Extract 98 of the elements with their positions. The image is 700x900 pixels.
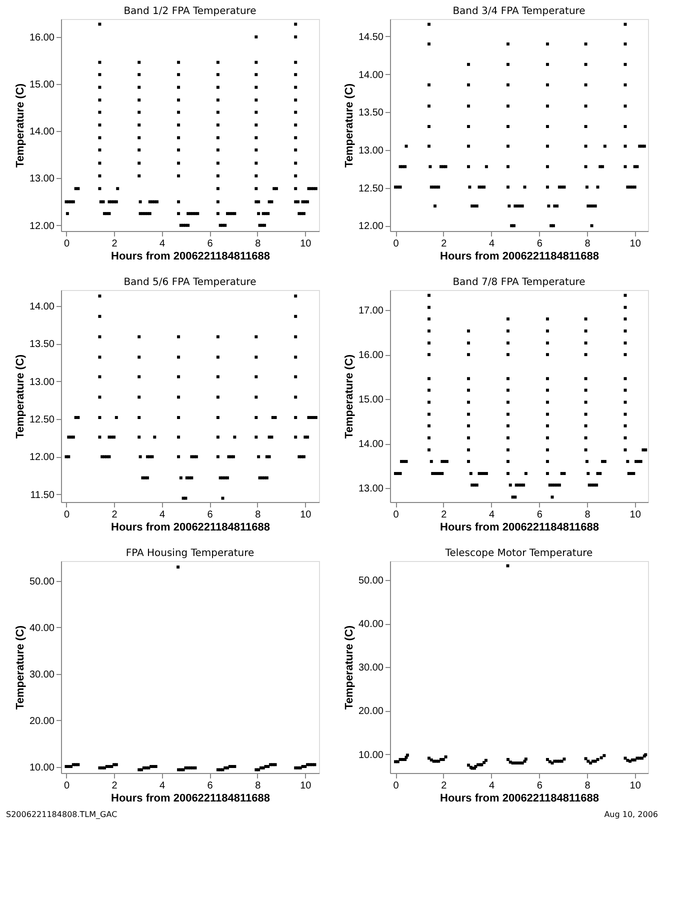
x-tick-label: 0 xyxy=(64,238,70,250)
x-tick-label: 0 xyxy=(393,510,400,520)
y-tick-label: 13.00 xyxy=(29,174,55,185)
x-axis-title: Hours from 2006221184811688 xyxy=(440,250,600,262)
x-tick-label: 10 xyxy=(300,780,312,792)
point xyxy=(233,764,236,768)
x-tick-label: 2 xyxy=(441,780,448,792)
y-tick-label: 13.50 xyxy=(358,108,384,119)
point xyxy=(194,766,197,770)
y-tick-label: 14.00 xyxy=(358,439,384,450)
y-tick-label: 12.50 xyxy=(29,414,55,426)
y-tick-label: 14.50 xyxy=(358,32,384,43)
y-tick-label: 16.00 xyxy=(29,32,55,44)
x-tick-label: 0 xyxy=(64,510,70,520)
x-tick-label: 4 xyxy=(488,780,495,792)
y-tick-label: 16.00 xyxy=(358,350,384,362)
y-tick-label: 20.00 xyxy=(358,706,384,718)
x-tick-label: 0 xyxy=(393,238,400,250)
y-tick-label: 12.00 xyxy=(358,221,384,232)
y-tick-label: 10.00 xyxy=(29,762,55,774)
x-tick-label: 2 xyxy=(112,510,118,520)
text: Aug 10, 2006 xyxy=(604,810,658,819)
x-tick-label: 10 xyxy=(300,238,312,250)
x-tick-label: 8 xyxy=(584,780,591,792)
x-tick-label: 10 xyxy=(630,780,642,792)
point xyxy=(154,764,158,768)
x-tick-label: 8 xyxy=(584,510,591,520)
point xyxy=(147,766,150,770)
y-axis-title: Temperature (C) xyxy=(343,354,356,439)
y-axis-title: Temperature (C) xyxy=(14,625,26,710)
chart-title: Band 5/6 FPA Temperature xyxy=(124,277,256,288)
y-tick-label: 14.00 xyxy=(29,126,55,138)
y-axis-title: Temperature (C) xyxy=(343,625,356,710)
x-tick-label: 4 xyxy=(160,510,166,520)
x-tick-label: 6 xyxy=(207,510,214,520)
point xyxy=(313,763,316,766)
y-tick-label: 12.00 xyxy=(29,220,55,232)
y-tick-label: 40.00 xyxy=(358,619,384,630)
x-tick-label: 10 xyxy=(630,510,642,520)
y-axis-title: Temperature (C) xyxy=(343,83,356,168)
y-axis-title: Temperature (C) xyxy=(14,354,26,439)
x-axis-title: Hours from 2006221184811688 xyxy=(110,250,270,262)
y-tick-label: 17.00 xyxy=(358,306,384,317)
point xyxy=(76,763,80,766)
x-tick-label: 6 xyxy=(536,510,543,520)
y-tick-label: 11.50 xyxy=(30,490,55,501)
x-tick-label: 6 xyxy=(207,238,214,250)
point xyxy=(221,768,224,772)
point xyxy=(298,766,302,770)
y-tick-label: 30.00 xyxy=(29,669,55,680)
y-tick-label: 15.00 xyxy=(29,80,55,91)
chart-title: Band 1/2 FPA Temperature xyxy=(124,6,256,17)
x-tick-label: 10 xyxy=(300,510,312,520)
x-tick-label: 8 xyxy=(255,238,262,250)
x-tick-label: 6 xyxy=(207,780,214,792)
x-tick-label: 4 xyxy=(160,780,166,792)
x-tick-label: 6 xyxy=(536,238,543,250)
chart-title: Band 7/8 FPA Temperature xyxy=(452,277,586,288)
y-tick-label: 14.00 xyxy=(29,301,55,312)
y-tick-label: 40.00 xyxy=(29,622,55,634)
y-tick-label: 13.00 xyxy=(358,484,384,495)
x-axis-title: Hours from 2006221184811688 xyxy=(110,792,270,804)
x-tick-label: 2 xyxy=(441,238,448,250)
point xyxy=(176,566,180,569)
y-tick-label: 12.50 xyxy=(358,183,384,194)
y-tick-label: 10.00 xyxy=(358,750,384,761)
y-tick-label: 15.00 xyxy=(358,394,384,406)
y-tick-label: 12.00 xyxy=(29,452,55,464)
y-tick-label: 50.00 xyxy=(358,576,384,587)
x-tick-label: 2 xyxy=(441,510,448,520)
y-tick-label: 20.00 xyxy=(29,716,55,727)
x-tick-label: 2 xyxy=(112,238,118,250)
x-axis-title: Hours from 2006221184811688 xyxy=(440,522,600,534)
text: S2006221184808.TLM_GAC xyxy=(6,810,118,819)
y-axis-title: Temperature (C) xyxy=(14,83,26,168)
point xyxy=(274,763,277,766)
x-tick-label: 0 xyxy=(393,780,400,792)
x-tick-label: 6 xyxy=(536,780,543,792)
x-axis-title: Hours from 2006221184811688 xyxy=(110,522,270,534)
x-tick-label: 4 xyxy=(488,510,495,520)
y-tick-label: 13.00 xyxy=(358,145,384,156)
y-tick-label: 14.00 xyxy=(358,70,384,81)
y-tick-label: 13.50 xyxy=(29,339,55,350)
x-tick-label: 8 xyxy=(255,780,262,792)
x-tick-label: 2 xyxy=(112,780,118,792)
y-tick-label: 30.00 xyxy=(358,662,384,674)
y-tick-label: 50.00 xyxy=(29,576,55,588)
chart-title: Band 3/4 FPA Temperature xyxy=(452,6,586,17)
x-axis-title: Hours from 2006221184811688 xyxy=(440,792,600,804)
x-tick-label: 8 xyxy=(584,238,591,250)
x-tick-label: 4 xyxy=(160,238,166,250)
y-tick-label: 13.00 xyxy=(29,376,55,388)
x-tick-label: 4 xyxy=(488,238,495,250)
x-tick-label: 10 xyxy=(630,238,642,250)
chart-title: FPA Housing Temperature xyxy=(126,548,254,559)
x-tick-label: 8 xyxy=(255,510,262,520)
x-tick-label: 0 xyxy=(64,780,70,792)
chart-title: Telescope Motor Temperature xyxy=(444,548,593,559)
